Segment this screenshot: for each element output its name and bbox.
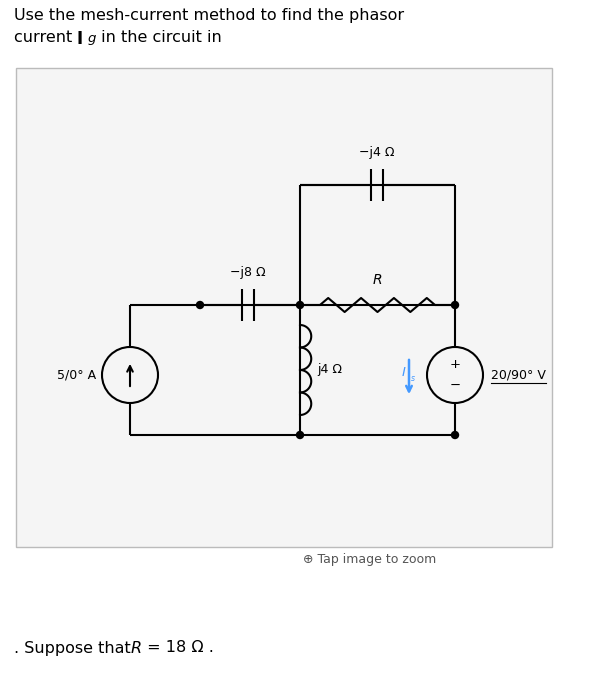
Text: $\mathbf{I}$: $\mathbf{I}$ xyxy=(76,30,83,48)
Text: $_s$: $_s$ xyxy=(410,374,416,384)
Text: in the circuit in: in the circuit in xyxy=(96,30,222,45)
Text: $\mathit{I}$: $\mathit{I}$ xyxy=(401,367,407,379)
Circle shape xyxy=(452,302,458,309)
Text: R: R xyxy=(373,273,382,287)
Text: $g$: $g$ xyxy=(87,33,97,47)
Circle shape xyxy=(452,431,458,438)
Text: j4 Ω: j4 Ω xyxy=(317,363,342,377)
FancyBboxPatch shape xyxy=(16,68,552,547)
Text: . Suppose that: . Suppose that xyxy=(14,640,136,655)
Circle shape xyxy=(297,431,304,438)
Text: −: − xyxy=(449,379,461,391)
Text: −j8 Ω: −j8 Ω xyxy=(230,266,266,279)
Text: +: + xyxy=(449,358,461,370)
Text: current: current xyxy=(14,30,77,45)
Text: = 18 Ω .: = 18 Ω . xyxy=(142,640,214,655)
Text: −j4 Ω: −j4 Ω xyxy=(359,146,395,159)
Text: 5/0° A: 5/0° A xyxy=(57,368,96,382)
Circle shape xyxy=(196,302,204,309)
Text: ⊕ Tap image to zoom: ⊕ Tap image to zoom xyxy=(303,554,437,566)
Text: Use the mesh-current method to find the phasor: Use the mesh-current method to find the … xyxy=(14,8,404,23)
Text: 20/90° V: 20/90° V xyxy=(491,368,546,382)
Text: $R$: $R$ xyxy=(130,640,141,656)
Circle shape xyxy=(297,302,304,309)
